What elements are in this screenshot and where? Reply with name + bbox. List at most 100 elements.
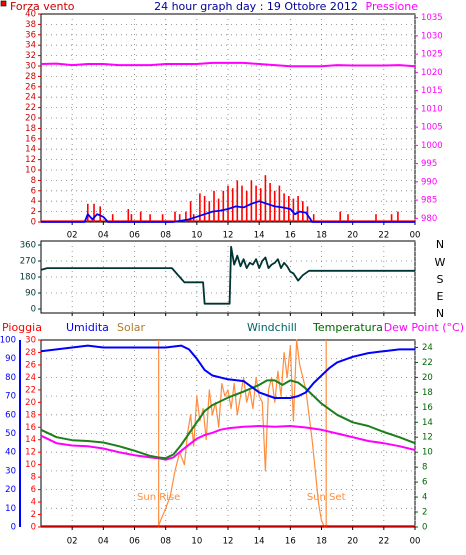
compass-letter: N <box>436 307 444 320</box>
temperatura-label: Temperatura <box>312 321 383 334</box>
umidita-ytick-label: 6 <box>31 485 36 495</box>
top-xtick-label: 08 <box>160 231 171 241</box>
pioggia-ytick-label: 0 <box>11 523 16 533</box>
bottom-xtick-label: 00 <box>410 537 421 547</box>
pressure-ytick-label: 990 <box>421 177 437 187</box>
bottom-xtick-label: 10 <box>191 537 202 547</box>
wind-ytick-label: 10 <box>25 166 36 176</box>
pressure-ytick-label: 1035 <box>421 13 443 23</box>
bottom-xtick-label: 04 <box>98 537 109 547</box>
wind-gust-bar <box>139 211 142 222</box>
top-right-label: Pressione <box>366 0 419 13</box>
compass-letter: W <box>435 256 446 269</box>
wind-ytick-label: 14 <box>25 145 36 155</box>
wind-gust-bar <box>255 185 257 222</box>
direction-ytick-label: 360 <box>20 241 36 251</box>
pressure-ytick-label: 1000 <box>421 141 443 151</box>
bottom-xtick-label: 14 <box>254 537 265 547</box>
wind-ytick-label: 8 <box>31 176 36 186</box>
wind-ytick-label: 12 <box>25 155 36 165</box>
temp-ytick-label: 4 <box>422 493 427 503</box>
temp-ytick-label: 0 <box>422 523 427 533</box>
umidita-ytick-label: 12 <box>25 448 36 458</box>
solar-line <box>157 339 326 528</box>
umidita-ytick-label: 14 <box>25 435 36 445</box>
wind-gust-bar <box>297 196 299 222</box>
wind-ytick-label: 20 <box>25 114 36 124</box>
compass-letter: E <box>437 290 444 303</box>
umidita-ytick-label: 22 <box>25 385 36 395</box>
wind-ytick-label: 18 <box>25 124 36 134</box>
wind-gust-bar <box>161 214 164 222</box>
temp-ytick-label: 2 <box>422 508 427 518</box>
compass-letter: S <box>437 273 444 286</box>
pioggia-label: Pioggia <box>2 321 42 334</box>
top-xtick-label: 12 <box>223 231 234 241</box>
direction-ytick-label: 0 <box>31 305 36 315</box>
wind-gust-bar <box>397 211 399 222</box>
chart-title: 24 hour graph day : 19 Ottobre 2012 <box>154 0 358 13</box>
wind-gust-bar <box>189 201 192 222</box>
conditions-panel-frame <box>40 339 416 528</box>
compass-letter: N <box>436 238 444 251</box>
pioggia-ytick-label: 100 <box>0 336 16 346</box>
pressure-line <box>40 61 416 68</box>
wind-gust-bar <box>208 201 211 222</box>
pioggia-ytick-label: 30 <box>5 466 16 476</box>
temp-ytick-label: 22 <box>422 358 433 368</box>
weather-conditions-panel: 0102030405060708090100024681012141618202… <box>0 336 433 547</box>
wind-gust-bar <box>99 206 101 222</box>
umidita-ytick-label: 4 <box>31 498 36 508</box>
wind-gust-bar <box>231 188 234 222</box>
umidita-ytick-label: 10 <box>25 460 36 470</box>
wind-ytick-label: 36 <box>25 30 36 40</box>
sun-rise-annotation: Sun Rise <box>137 492 180 503</box>
wind-gust-bar <box>213 190 215 222</box>
wind-gust-bar <box>339 211 341 222</box>
umidita-ytick-label: 26 <box>25 360 36 370</box>
wind-ytick-label: 0 <box>31 218 36 228</box>
umidita-ytick-label: 28 <box>25 348 36 358</box>
pressure-ytick-label: 1010 <box>421 104 443 114</box>
top-xtick-label: 02 <box>67 231 78 241</box>
top-xtick-label: 14 <box>254 231 265 241</box>
top-xtick-label: 06 <box>129 231 140 241</box>
pressure-ytick-label: 995 <box>421 159 437 169</box>
bottom-xtick-label: 02 <box>67 537 78 547</box>
temp-ytick-label: 16 <box>422 403 433 413</box>
top-xtick-label: 20 <box>347 231 358 241</box>
top-xtick-label: 10 <box>191 231 202 241</box>
top-xtick-label: 22 <box>378 231 389 241</box>
top-xtick-label: 00 <box>410 231 421 241</box>
umidita-ytick-label: 0 <box>31 523 36 533</box>
wind-gust-bar <box>174 211 176 222</box>
wind-gust-bar <box>178 214 181 222</box>
bottom-xtick-label: 18 <box>316 537 327 547</box>
bottom-xtick-label: 22 <box>378 537 389 547</box>
umidita-ytick-label: 20 <box>25 398 36 408</box>
pioggia-ytick-label: 40 <box>5 448 16 458</box>
temp-ytick-label: 10 <box>422 448 433 458</box>
wind-ytick-label: 22 <box>25 103 36 113</box>
pressure-ytick-label: 1005 <box>421 123 443 133</box>
temp-ytick-label: 18 <box>422 388 433 398</box>
temp-ytick-label: 12 <box>422 433 433 443</box>
wind-ytick-label: 26 <box>25 82 36 92</box>
umidita-ytick-label: 16 <box>25 423 36 433</box>
pressure-ytick-label: 1030 <box>421 31 443 41</box>
pressure-ytick-label: 1015 <box>421 86 443 96</box>
pressure-ytick-label: 1020 <box>421 68 443 78</box>
wind-gust-bar <box>375 214 377 222</box>
dewpoint-line <box>40 425 416 461</box>
pioggia-ytick-label: 90 <box>5 354 16 364</box>
temp-ytick-label: 24 <box>422 343 433 353</box>
wind-ytick-label: 16 <box>25 134 36 144</box>
humidity-line <box>40 344 415 399</box>
bottom-xtick-label: 16 <box>285 537 296 547</box>
wind-ytick-label: 30 <box>25 62 36 72</box>
wind-gust-bar <box>241 185 243 222</box>
wind-gust-bar <box>185 211 187 222</box>
umidita-ytick-label: 8 <box>31 473 36 483</box>
